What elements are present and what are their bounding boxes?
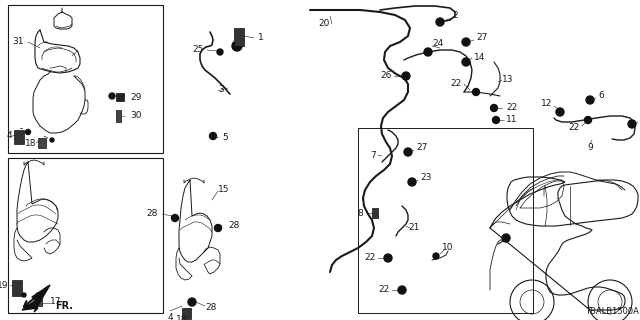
Text: 22: 22	[569, 124, 580, 132]
Bar	[116, 93, 124, 101]
Bar	[34, 298, 42, 306]
Circle shape	[172, 214, 179, 221]
Circle shape	[424, 48, 432, 56]
Text: 27: 27	[476, 34, 488, 43]
Text: 22: 22	[506, 103, 517, 113]
Circle shape	[188, 298, 196, 306]
Text: 27: 27	[416, 143, 428, 153]
Bar	[182, 308, 191, 319]
Text: 4: 4	[6, 132, 12, 140]
Polygon shape	[22, 285, 50, 312]
Bar	[8, 5, 163, 153]
Circle shape	[109, 93, 115, 99]
Text: FR.: FR.	[55, 301, 73, 311]
Circle shape	[556, 108, 564, 116]
Text: 10: 10	[442, 244, 454, 252]
Bar	[14, 130, 24, 144]
Text: 28: 28	[147, 209, 158, 218]
Text: 20: 20	[318, 20, 330, 28]
Text: 9: 9	[587, 143, 593, 153]
Bar	[372, 208, 378, 218]
Circle shape	[50, 138, 54, 142]
Text: 15: 15	[218, 186, 230, 195]
Circle shape	[490, 105, 497, 111]
Text: 14: 14	[474, 53, 485, 62]
Circle shape	[384, 254, 392, 262]
Circle shape	[232, 41, 242, 51]
Bar	[12, 280, 22, 296]
Text: 8: 8	[357, 209, 363, 218]
Text: 26: 26	[381, 71, 392, 81]
Circle shape	[22, 293, 26, 297]
Text: 18: 18	[176, 316, 188, 320]
Text: 11: 11	[506, 116, 518, 124]
Circle shape	[436, 18, 444, 26]
Circle shape	[586, 96, 594, 104]
Text: 23: 23	[420, 173, 431, 182]
Bar	[8, 158, 163, 313]
Text: 30: 30	[130, 111, 141, 121]
Circle shape	[217, 49, 223, 55]
Circle shape	[402, 72, 410, 80]
Text: 19: 19	[0, 281, 8, 290]
Bar	[358, 128, 533, 313]
Circle shape	[404, 148, 412, 156]
Bar	[234, 28, 244, 46]
Circle shape	[584, 116, 591, 124]
Text: 31: 31	[12, 37, 24, 46]
Text: 24: 24	[432, 39, 444, 49]
Text: TBALB1500A: TBALB1500A	[585, 308, 639, 316]
Text: 28: 28	[228, 220, 239, 229]
Bar	[38, 138, 46, 148]
Text: 5: 5	[222, 132, 228, 141]
Text: 3: 3	[218, 85, 224, 94]
Circle shape	[462, 58, 470, 66]
Circle shape	[462, 38, 470, 46]
Text: 13: 13	[502, 76, 513, 84]
Text: 22: 22	[365, 253, 376, 262]
Text: 29: 29	[130, 92, 141, 101]
Circle shape	[214, 225, 221, 231]
Text: 1: 1	[258, 34, 264, 43]
Text: 2: 2	[452, 12, 458, 20]
Circle shape	[398, 286, 406, 294]
Text: 6: 6	[598, 92, 604, 100]
Text: 7: 7	[371, 150, 376, 159]
Text: 21: 21	[408, 223, 419, 233]
Text: 12: 12	[541, 100, 552, 108]
Circle shape	[493, 116, 499, 124]
Bar	[116, 110, 121, 122]
Text: 28: 28	[205, 303, 216, 313]
Circle shape	[26, 130, 31, 134]
Text: 22: 22	[379, 285, 390, 294]
Circle shape	[433, 253, 439, 259]
Circle shape	[472, 89, 479, 95]
Circle shape	[408, 178, 416, 186]
Text: 17: 17	[50, 298, 61, 307]
Text: 25: 25	[193, 44, 204, 53]
Circle shape	[502, 234, 510, 242]
Text: 22: 22	[451, 79, 462, 89]
Circle shape	[628, 120, 636, 128]
Circle shape	[36, 293, 40, 297]
Text: 18: 18	[24, 139, 36, 148]
Circle shape	[209, 132, 216, 140]
Text: 4: 4	[167, 313, 173, 320]
